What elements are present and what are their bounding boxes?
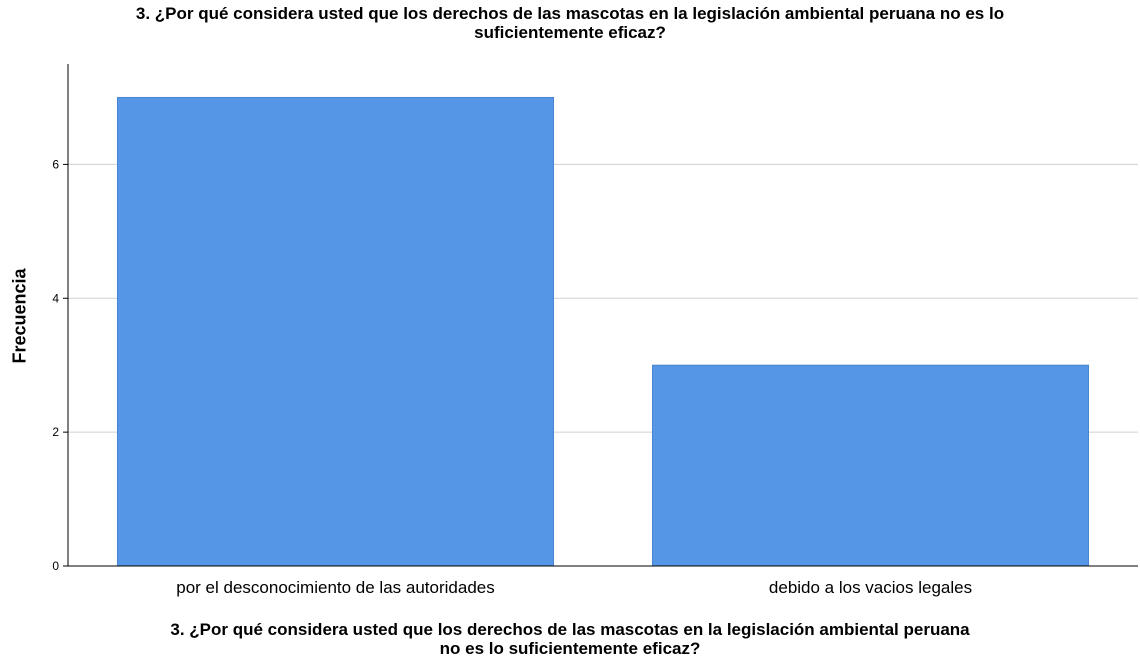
y-tick-label: 0 [52,559,59,573]
bar [116,96,555,567]
x-axis-label-line-1: 3. ¿Por qué considera usted que los dere… [170,620,970,639]
x-axis-label: 3. ¿Por qué considera usted que los dere… [0,620,1140,658]
bars [116,96,1090,567]
x-axis-label-line-2: no es lo suficientemente eficaz? [439,639,701,658]
chart-title: 3. ¿Por qué considera usted que los dere… [0,4,1140,42]
bar [651,364,1090,567]
tick-labels: 0 2 4 6 [52,157,59,573]
y-tick-label: 2 [52,425,59,439]
x-category-label: debido a los vacios legales [769,578,972,597]
x-category-label: por el desconocimiento de las autoridade… [176,578,494,597]
category-labels: por el desconocimiento de las autoridade… [176,578,972,597]
axes [63,64,1138,567]
y-tick-label: 6 [52,157,59,171]
chart-title-line-2: suficientemente eficaz? [474,23,666,42]
y-tick-label: 4 [52,291,59,305]
chart-title-line-1: 3. ¿Por qué considera usted que los dere… [135,4,1005,23]
